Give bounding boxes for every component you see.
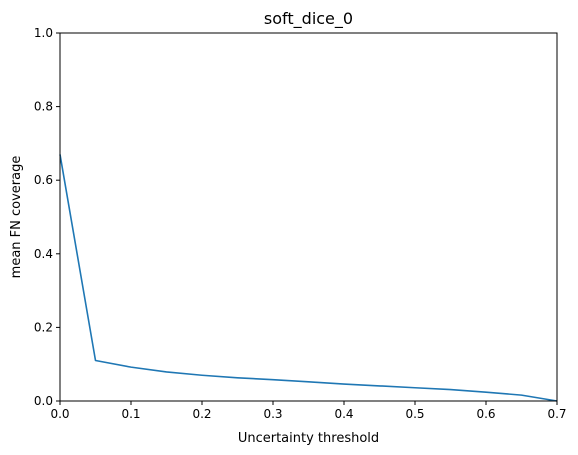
y-axis-label: mean FN coverage bbox=[9, 156, 24, 279]
x-tick-label: 0.4 bbox=[334, 407, 353, 421]
x-tick-label: 0.7 bbox=[547, 407, 566, 421]
y-axis-ticks: 0.0 0.2 0.4 0.6 0.8 1.0 bbox=[34, 26, 60, 408]
plot-area bbox=[59, 154, 558, 402]
y-tick-label: 0.2 bbox=[34, 320, 53, 334]
plot-frame bbox=[59, 32, 558, 402]
y-tick-label: 0.6 bbox=[34, 173, 53, 187]
y-tick-label: 0.0 bbox=[34, 394, 53, 408]
x-tick-label: 0.6 bbox=[476, 407, 495, 421]
x-axis-label: Uncertainty threshold bbox=[238, 431, 379, 446]
x-tick-label: 0.5 bbox=[405, 407, 424, 421]
y-tick-label: 1.0 bbox=[34, 26, 53, 40]
x-tick-label: 0.1 bbox=[121, 407, 140, 421]
x-axis-ticks: 0.0 0.1 0.2 0.3 0.4 0.5 0.6 0.7 bbox=[50, 401, 567, 421]
y-tick-label: 0.8 bbox=[34, 100, 53, 114]
x-tick-label: 0.2 bbox=[192, 407, 211, 421]
series-line bbox=[59, 154, 558, 402]
x-tick-label: 0.3 bbox=[263, 407, 282, 421]
chart-title: soft_dice_0 bbox=[264, 9, 353, 29]
x-tick-label: 0.0 bbox=[50, 407, 69, 421]
y-tick-label: 0.4 bbox=[34, 247, 53, 261]
